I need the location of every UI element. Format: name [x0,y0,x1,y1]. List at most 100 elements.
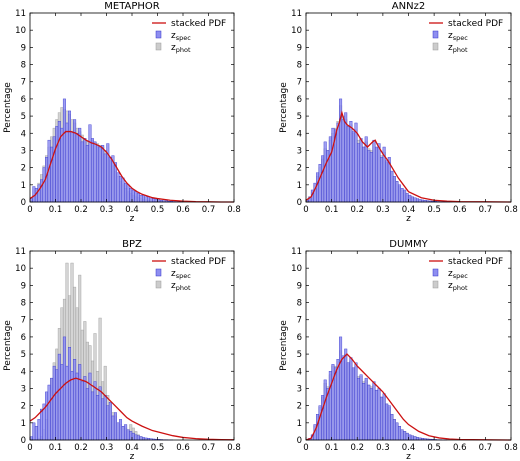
bar-zspec [37,184,41,203]
x-tick-label: 0.2 [74,205,88,215]
bar-zspec [129,188,133,203]
y-axis-label: Percentage [279,82,289,133]
y-tick-label: 4 [297,367,302,377]
legend-zspec-swatch [432,268,439,277]
bar-zspec [98,386,102,441]
y-tick-label: 10 [15,26,26,36]
y-tick-label: 7 [21,78,26,88]
bar-zspec [96,145,100,203]
bar-zspec [68,347,71,441]
y-tick-label: 4 [21,129,26,139]
bar-zspec [113,162,117,203]
bar-zspec [134,434,138,441]
x-tick-label: 0.3 [100,443,114,453]
bar-zspec [395,422,399,441]
bar-zspec [32,422,36,441]
x-tick-label: 0.6 [453,205,467,215]
y-tick-label: 8 [21,299,26,309]
panel-title: METAPHOR [104,1,160,12]
bar-zspec [318,163,322,203]
bar-zspec [349,357,353,441]
y-tick-label: 9 [297,43,302,53]
legend-pdf-label: stacked PDF [448,19,503,29]
x-axis-label: z [130,214,135,224]
bar-zspec [131,189,135,203]
y-tick-label: 10 [15,264,26,274]
y-tick-label: 7 [297,78,302,88]
x-tick-label: 0 [303,443,308,453]
bar-zspec [103,153,107,203]
y-tick-label: 3 [21,384,26,394]
panel-annz2: ANNz2 0 0.1 0.2 0.3 0.4 0.5 0.6 0.7 0.8 0 1 2 3 4 5 6 7 8 9… [279,1,518,224]
bar-zspec [57,121,61,203]
x-tick-label: 0.2 [350,205,364,215]
x-tick-label: 0.1 [49,443,63,453]
bar-zspec [321,395,325,441]
y-tick-label: 10 [291,264,302,274]
bar-zspec [70,131,74,203]
x-tick-label: 0.6 [176,443,190,453]
bar-zspec [351,367,355,441]
bar-zspec [83,138,87,203]
legend-pdf-label: stacked PDF [171,257,226,267]
bar-zspec [60,127,64,203]
y-axis-label: Percentage [3,82,13,133]
bar-zspec [318,405,322,441]
bar-zspec [111,415,115,441]
bar-zspec [40,408,43,441]
y-tick-label: 10 [291,26,302,36]
panel-bpz: BPZ 0 0.1 0.2 0.3 0.4 0.5 0.6 0.7 0.8 0 1 2 3 4 5 6 7 8 9 10… [3,239,241,461]
bar-zspec [413,436,417,441]
bar-zspec [106,405,110,441]
bar-zspec [34,426,38,441]
bar-zspec [410,196,414,203]
y-tick-label: 5 [21,350,26,360]
bar-zspec [131,432,135,441]
x-tick-label: 0.4 [125,205,139,215]
bar-zspec [405,193,409,203]
bar-zspec [362,146,366,203]
bar-zspec [382,393,386,441]
y-tick-label: 11 [15,247,26,257]
bar-zspec [40,179,43,203]
x-tick-label: 0 [27,205,32,215]
y-tick-label: 0 [297,436,302,446]
legend-zphot-label: zphot [171,43,191,54]
x-tick-label: 0.5 [151,443,165,453]
bar-zspec [344,112,348,203]
bar-zspec [62,336,66,441]
bar-zspec [408,194,412,203]
x-tick-label: 0.8 [227,205,241,215]
bar-zspec [121,426,125,441]
bar-zspec [341,355,345,441]
legend-zphot-swatch [155,280,162,289]
bar-zspec [328,136,332,203]
bar-zspec [50,377,54,441]
bar-zspec [85,388,89,441]
bar-zspec [403,189,407,203]
bar-zspec [392,176,396,203]
bar-zspec [152,198,156,203]
bar-zspec [47,384,51,441]
x-tick-label: 0.4 [125,443,139,453]
y-tick-label: 11 [15,9,26,19]
bar-zspec [316,172,320,203]
x-tick-label: 0.1 [325,205,339,215]
bar-zspec [144,196,148,203]
x-tick-label: 0.4 [402,443,416,453]
panel-metaphor: METAPHOR 0 0.1 0.2 0.3 0.4 0.5 0.6 0.7 0.8 0 1 2 3 4 5 6… [3,1,241,224]
panel-title: BPZ [122,239,142,250]
bar-zspec [65,122,69,203]
bar-zspec [415,198,419,203]
bar-zspec [121,177,125,203]
bar-zspec [124,424,128,441]
x-tick-label: 0.3 [100,205,114,215]
y-tick-label: 4 [297,129,302,139]
bar-zspec [374,389,378,441]
bar-zspec [369,388,373,441]
bar-zspec [75,372,79,441]
bar-zspec [45,391,49,441]
